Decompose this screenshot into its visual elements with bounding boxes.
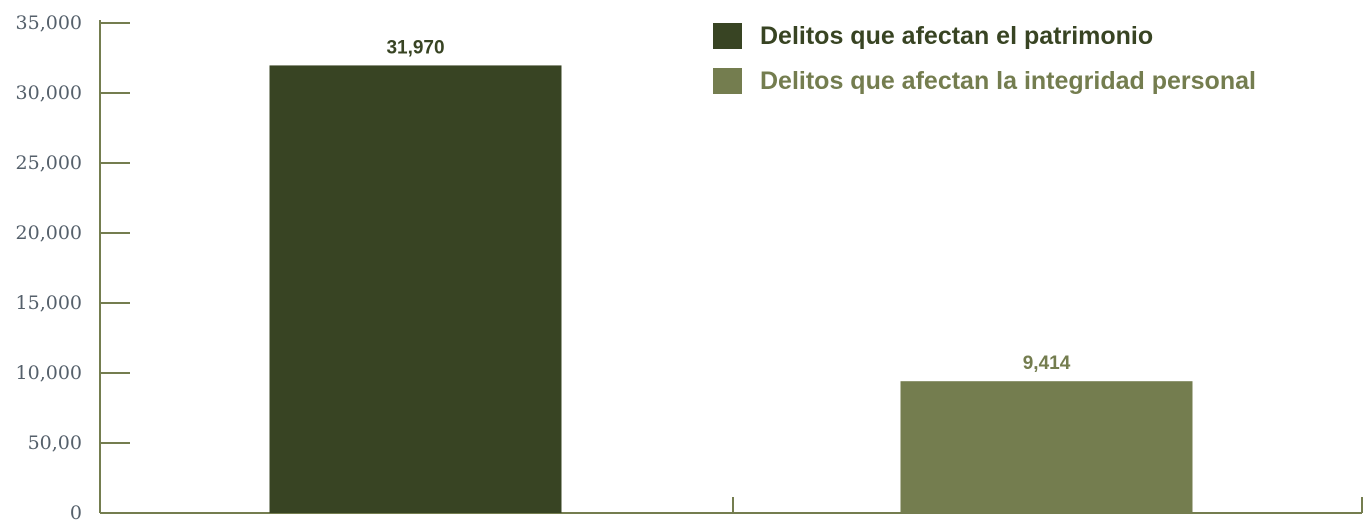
bar	[900, 381, 1193, 513]
legend-label: Delitos que afectan la integridad person…	[760, 67, 1256, 95]
bars: 31,970 9,414	[269, 37, 1193, 514]
y-tick-label: 0	[70, 502, 82, 523]
y-tick-label: 20,000	[16, 222, 82, 244]
y-tick-label: 10,000	[16, 362, 82, 384]
legend-swatch	[713, 68, 742, 94]
bar	[269, 65, 562, 514]
bar-value-label: 9,414	[1023, 353, 1071, 374]
legend-label: Delitos que afectan el patrimonio	[760, 22, 1153, 50]
y-tick-label: 25,000	[16, 152, 82, 174]
legend: Delitos que afectan el patrimonio Delitos…	[713, 22, 1256, 95]
y-tick-label: 35,000	[16, 12, 82, 34]
y-tick-label: 50,00	[28, 432, 82, 454]
bar-value-label: 31,970	[386, 37, 444, 58]
y-tick-label: 30,000	[16, 82, 82, 104]
y-tick-label: 15,000	[16, 292, 82, 314]
legend-swatch	[713, 23, 742, 49]
